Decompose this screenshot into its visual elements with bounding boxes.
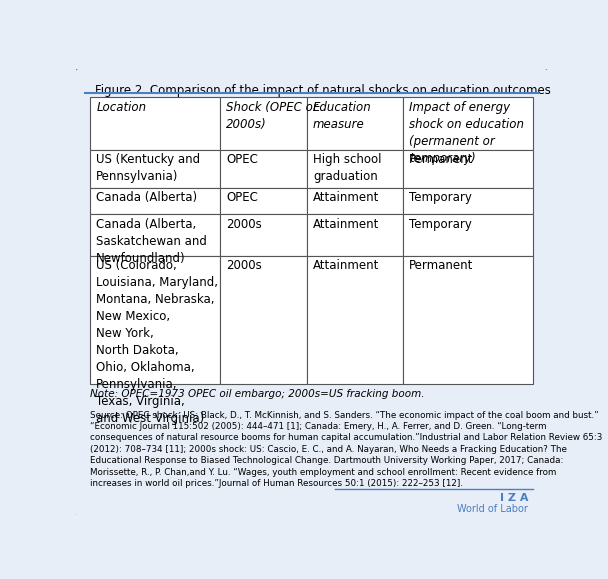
Bar	[90, 188, 220, 214]
Text: OPEC: OPEC	[226, 191, 258, 204]
Text: Impact of energy
shock on education
(permanent or
temporary): Impact of energy shock on education (per…	[409, 101, 524, 164]
FancyBboxPatch shape	[74, 67, 550, 518]
Bar	[307, 97, 403, 150]
Bar	[403, 255, 533, 384]
Text: Figure 2. Comparison of the impact of natural shocks on education outcomes: Figure 2. Comparison of the impact of na…	[95, 84, 551, 97]
Text: Shock (OPEC or
2000s): Shock (OPEC or 2000s)	[226, 101, 318, 131]
Text: Education
measure: Education measure	[313, 101, 371, 131]
Text: High school
graduation: High school graduation	[313, 153, 381, 184]
Text: Permanent: Permanent	[409, 153, 474, 166]
Bar	[220, 97, 307, 150]
Bar	[403, 97, 533, 150]
Bar	[220, 150, 307, 188]
Bar	[90, 97, 220, 150]
Text: Temporary: Temporary	[409, 191, 472, 204]
Text: US (Kentucky and
Pennsylvania): US (Kentucky and Pennsylvania)	[96, 153, 201, 184]
Bar	[90, 150, 220, 188]
Bar	[403, 150, 533, 188]
Bar	[307, 255, 403, 384]
Bar	[307, 150, 403, 188]
Text: Location: Location	[96, 101, 147, 113]
Text: Source: OPEC shock: US: Black, D., T. McKinnish, and S. Sanders. “The economic i: Source: OPEC shock: US: Black, D., T. Mc…	[90, 411, 603, 488]
Bar	[90, 214, 220, 255]
Text: US (Colorado,
Louisiana, Maryland,
Montana, Nebraska,
New Mexico,
New York,
Nort: US (Colorado, Louisiana, Maryland, Monta…	[96, 259, 218, 425]
Bar	[220, 188, 307, 214]
Text: Attainment: Attainment	[313, 259, 379, 272]
Bar	[220, 214, 307, 255]
Bar	[307, 214, 403, 255]
Text: I Z A: I Z A	[500, 493, 528, 503]
Text: Canada (Alberta,
Saskatchewan and
Newfoundland): Canada (Alberta, Saskatchewan and Newfou…	[96, 218, 207, 265]
Text: Attainment: Attainment	[313, 218, 379, 230]
Bar	[307, 188, 403, 214]
Text: 2000s: 2000s	[226, 218, 262, 230]
Text: Note: OPEC=1973 OPEC oil embargo; 2000s=US fracking boom.: Note: OPEC=1973 OPEC oil embargo; 2000s=…	[90, 389, 424, 399]
Bar	[90, 255, 220, 384]
Text: 2000s: 2000s	[226, 259, 262, 272]
Text: OPEC: OPEC	[226, 153, 258, 166]
Bar	[220, 255, 307, 384]
Bar	[403, 188, 533, 214]
Text: Canada (Alberta): Canada (Alberta)	[96, 191, 198, 204]
Text: Attainment: Attainment	[313, 191, 379, 204]
Bar	[403, 214, 533, 255]
Text: Permanent: Permanent	[409, 259, 474, 272]
Text: Temporary: Temporary	[409, 218, 472, 230]
Text: World of Labor: World of Labor	[457, 504, 528, 514]
